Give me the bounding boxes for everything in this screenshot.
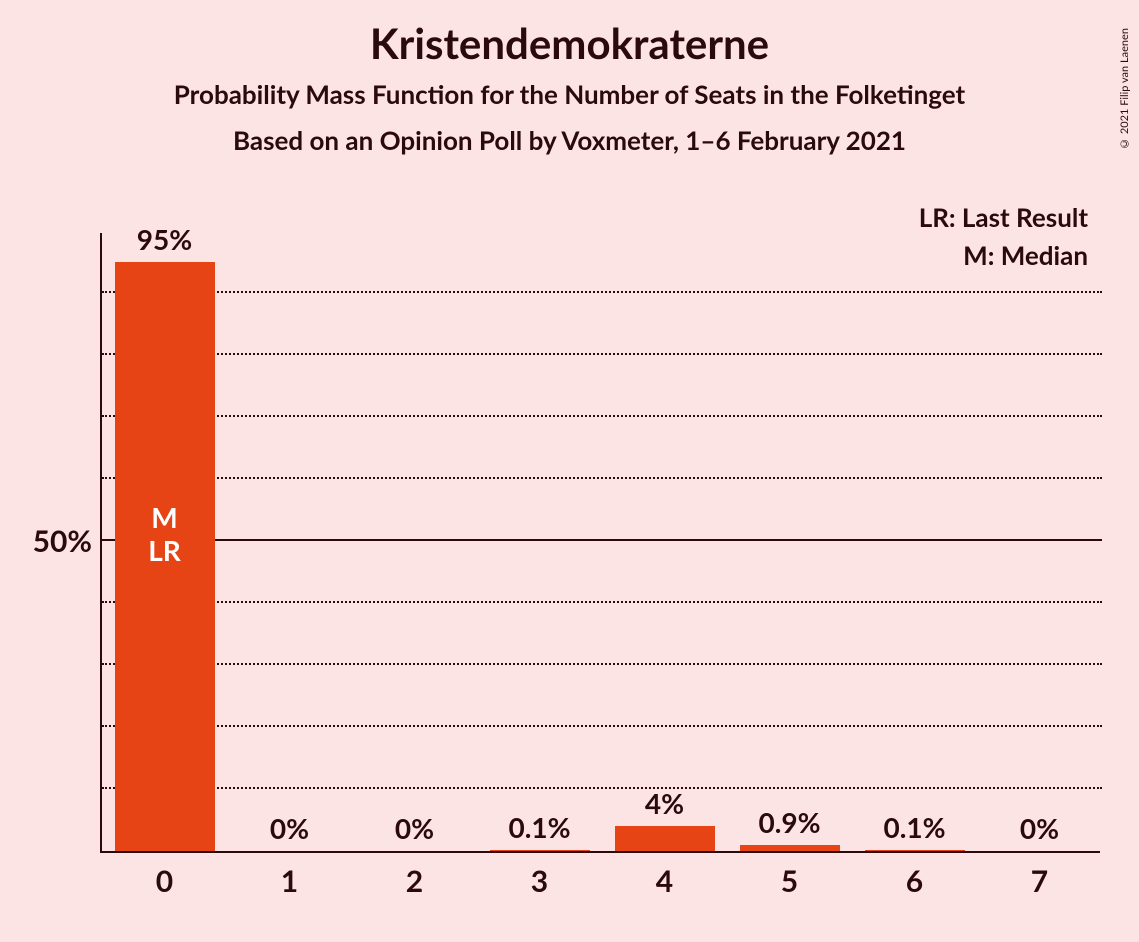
bar-value-label: 95% xyxy=(137,222,192,256)
plot-region: 50%095%MLR10%20%30.1%44%50.9%60.1%70%LR:… xyxy=(100,233,1100,853)
bar xyxy=(615,826,715,851)
x-axis-tick: 0 xyxy=(156,863,173,899)
bar xyxy=(865,850,965,851)
gridline xyxy=(102,477,1102,479)
gridline xyxy=(102,539,1102,541)
x-axis-tick: 7 xyxy=(1031,863,1048,899)
chart-title: Kristendemokraterne xyxy=(0,18,1139,68)
bar-value-label: 0.1% xyxy=(508,810,570,844)
y-axis-tick: 50% xyxy=(12,523,92,559)
bar-value-label: 0.1% xyxy=(883,810,945,844)
chart-subtitle-1: Probability Mass Function for the Number… xyxy=(0,78,1139,110)
bar-value-label: 4% xyxy=(645,786,684,820)
x-axis-tick: 1 xyxy=(281,863,298,899)
x-axis-tick: 2 xyxy=(406,863,423,899)
x-axis-tick: 3 xyxy=(531,863,548,899)
x-axis-tick: 6 xyxy=(906,863,923,899)
legend-lr: LR: Last Result xyxy=(919,201,1088,233)
chart-area: 50%095%MLR10%20%30.1%44%50.9%60.1%70%LR:… xyxy=(100,233,1100,853)
legend-m: M: Median xyxy=(963,239,1088,271)
bar xyxy=(490,850,590,851)
chart-subtitle-2: Based on an Opinion Poll by Voxmeter, 1–… xyxy=(0,124,1139,156)
gridline xyxy=(102,353,1102,355)
bar-value-label: 0% xyxy=(1020,811,1059,845)
gridline xyxy=(102,291,1102,293)
gridline xyxy=(102,787,1102,789)
bar-annotation: MLR xyxy=(148,501,181,565)
bar-value-label: 0.9% xyxy=(758,805,820,839)
copyright-text: © 2021 Filip van Laenen xyxy=(1118,28,1131,150)
bar-value-label: 0% xyxy=(395,811,434,845)
gridline xyxy=(102,663,1102,665)
bar-value-label: 0% xyxy=(270,811,309,845)
gridline xyxy=(102,725,1102,727)
x-axis-tick: 4 xyxy=(656,863,673,899)
bar xyxy=(740,845,840,851)
x-axis-tick: 5 xyxy=(781,863,798,899)
gridline xyxy=(102,601,1102,603)
gridline xyxy=(102,415,1102,417)
